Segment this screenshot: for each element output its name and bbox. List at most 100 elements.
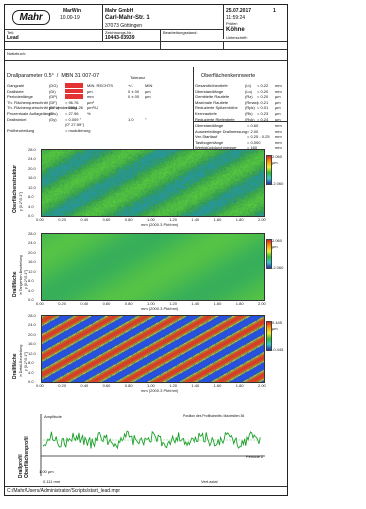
surface-param-unit: µm	[275, 99, 281, 105]
color-scale-label: 0.445	[272, 320, 283, 325]
swirl-param-name: Prozentuale Auflagelänge	[7, 111, 53, 116]
swirl-param-sym: (DG)	[49, 83, 58, 88]
swirl-param-name: Drallsteie	[7, 88, 24, 94]
swirl-param-val: = 0.009 °	[65, 116, 82, 122]
drawing-label: Zeichnungs-Nr.:	[105, 30, 134, 35]
swirl-param-name: Periodenlänge	[7, 94, 33, 100]
x-tick-label: 1.80	[235, 383, 244, 388]
x-tick-label: 1.60	[213, 383, 222, 388]
surface-map-3	[41, 315, 265, 383]
page-number: 1	[273, 8, 276, 14]
x-tick-label: 0.40	[80, 301, 89, 306]
swirl-param-unit: µm²	[87, 99, 94, 105]
y-tick-label: 16.0	[28, 175, 36, 181]
surface-params-title: Oberflächenkennwerte	[201, 73, 256, 79]
y-tick-label: 28.0	[28, 147, 36, 152]
condition-unit: mm	[275, 123, 282, 128]
surface-param-sym: (Rk)	[245, 111, 253, 116]
y-tick-label: 20.0	[28, 331, 36, 337]
surface-param-val: = 0.20	[257, 94, 269, 100]
condition-name: Überstandlänge	[195, 123, 224, 128]
y-tick-label: 8.0	[28, 360, 34, 366]
condition-val: = 0.25 - 0.25	[247, 134, 270, 140]
x-tick-label: 1.20	[169, 217, 177, 222]
highlight-value-box	[65, 94, 83, 99]
surface-param-unit: µm	[275, 105, 281, 111]
condition-val: = 0.60	[247, 123, 259, 128]
color-scale-bar	[266, 321, 272, 351]
swirl-param-t2: µm	[145, 94, 151, 100]
x-tick-label: 2.00	[258, 217, 266, 222]
color-scale-label: -2.060	[272, 181, 284, 186]
y-tick-label: 28.0	[28, 231, 36, 236]
surface-param-val: = 0.20	[257, 88, 269, 94]
y-tick-label: 0.0	[28, 297, 34, 302]
swirl-param-name: Th. Flächenquerschnitt	[7, 99, 48, 105]
swirl-param-sym: (DFu)	[49, 105, 60, 111]
report-time: 11:59:24	[226, 15, 246, 21]
swirl-param-unit: µm	[87, 88, 93, 94]
x-tick-label: 0.60	[102, 383, 111, 388]
surface-param-unit: µm	[275, 111, 281, 116]
swirl-param-t1: 0 ± 00	[128, 94, 140, 100]
y-tick-label: 0.0	[28, 379, 34, 384]
surface-map-image	[42, 316, 264, 382]
y-tick-label: 4.0	[28, 203, 34, 209]
x-axis-label: mm (2000.3 Pkt/mm)	[141, 388, 179, 393]
swirl-title: Drallparameter 0.5° / MBN 31 007-07	[7, 73, 100, 79]
y-tick-label: 16.0	[28, 259, 36, 265]
surface-param-sym: (Rvk)	[245, 116, 255, 122]
footer-path: C:/Mahr/Users/Administrator/Scripts/star…	[7, 488, 121, 494]
color-scale-label: -0.445	[272, 347, 284, 352]
swirl-param-t1: +/-	[128, 83, 133, 88]
swirl-parameter-title: Drallparameter 0.5°	[7, 73, 54, 79]
surface-param-unit: µm	[275, 116, 281, 122]
x-tick-label: 0.00	[36, 301, 44, 306]
amplitude-label: Amplitude	[44, 414, 62, 419]
axial-label: Vert.axial	[201, 479, 218, 484]
y-tick-label: 16.0	[28, 341, 36, 347]
x-tick-label: 2.00	[258, 301, 266, 306]
y-tick-label: 0.0	[28, 213, 34, 218]
plot-ylabel-sub2: y [0.2°/0.1°]	[24, 352, 28, 371]
y-tick-label: 12.0	[28, 268, 36, 274]
x-tick-label: 0.60	[102, 217, 111, 222]
swirl-param-unit: µm²/U	[87, 105, 98, 111]
company-street: Carl-Mahr-Str. 1	[105, 15, 150, 21]
x-tick-label: 1.40	[191, 383, 200, 388]
color-scale-label: µm	[272, 326, 278, 331]
y-tick-label: 24.0	[28, 240, 36, 246]
swirl-param-name: Drallwinkel	[7, 116, 27, 122]
x-tick-label: 0.80	[124, 217, 133, 222]
condition-name: Ver-Startlauf	[195, 134, 218, 140]
color-scale-bar	[266, 239, 272, 269]
part-value: Lead	[7, 35, 19, 41]
swirl-param-val: (0° 27.59")	[65, 122, 85, 128]
x-tick-label: 0.40	[80, 383, 89, 388]
color-scale-label: -2.060	[272, 265, 284, 270]
y-tick-label: 8.0	[28, 194, 34, 200]
report-sheet: Mahr MarWin 10.00-19 Mahr GmbH Carl-Mahr…	[4, 4, 288, 496]
x-tick-label: 1.40	[191, 301, 200, 306]
y-tick-label: 28.0	[28, 313, 36, 318]
signature-label: Unterschrift:	[226, 35, 248, 40]
plot-ylabel: Drallfläche	[12, 271, 18, 297]
condition-val: = 2.00	[247, 128, 259, 134]
swirl-param-sym: (Dlu)	[49, 111, 58, 116]
scale-horizontal: 0.111 mm	[43, 479, 61, 484]
surface-param-name: Maximale Rautiefe	[195, 99, 229, 105]
swirl-param-sym: (DP)	[49, 94, 58, 100]
condition-val: = 0.000	[247, 139, 261, 145]
swirl-param-t1: 1.0	[128, 116, 134, 122]
surface-param-name: Reduzierte Riefentiefe	[195, 116, 235, 122]
swirl-param-val: = 27.96	[65, 111, 79, 116]
x-axis-label: mm (2000.3 Pkt/mm)	[141, 222, 179, 227]
plot-ylabel-sub: in Tangenten-Beurteilung	[19, 255, 23, 295]
swirl-param-unit: mm	[87, 94, 94, 100]
periode-label: Periode Z	[246, 454, 264, 459]
y-tick-label: 4.0	[28, 369, 34, 375]
remarks-label: Notizbuch:	[7, 51, 26, 56]
surface-param-val: = 0.23	[257, 111, 269, 116]
surface-param-name: Überstandlänge	[195, 88, 224, 94]
tester-label: Prüfer:	[226, 21, 239, 26]
